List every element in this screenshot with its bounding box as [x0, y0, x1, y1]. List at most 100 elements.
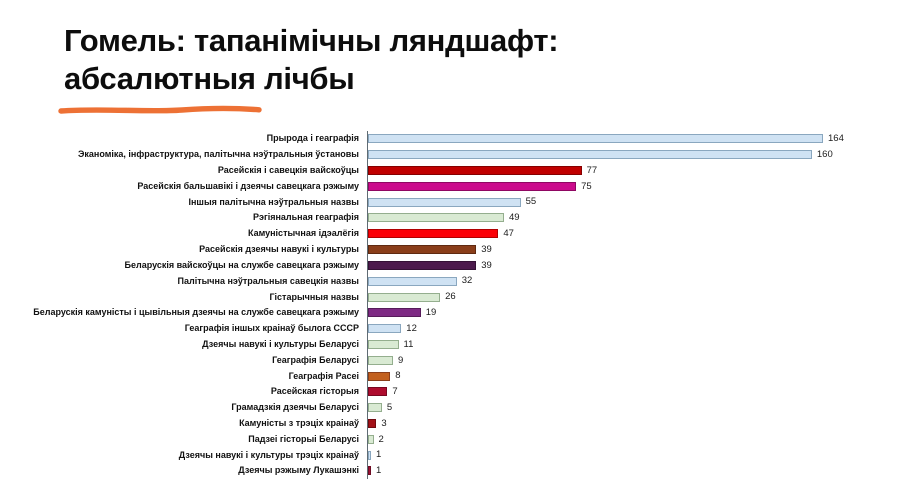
bar-row: Дзеячы рэжыму Лукашэнкі 1: [0, 463, 896, 479]
category-label: Расейскія і савецкія вайскоўцы: [217, 165, 359, 176]
category-label: Дзеячы навукі і культуры трэціх краінаў: [178, 449, 359, 460]
bar: [368, 197, 521, 207]
value-label: 5: [386, 401, 393, 413]
category-label: Грамадзкія дзеячы Беларусі: [231, 402, 359, 413]
bar: [368, 150, 812, 160]
value-label: 11: [403, 338, 414, 350]
bar: [368, 339, 399, 349]
bar-row: Грамадзкія дзеячы Беларусі 5: [0, 399, 896, 416]
bar-row: Гістарычныя назвы 26: [0, 289, 896, 305]
category-label: Камуністычная ідэалёгія: [247, 228, 359, 239]
value-label: 164: [828, 133, 844, 145]
value-label: 49: [508, 212, 520, 224]
bar: [368, 403, 382, 413]
page-title-line2: абсалютныя лічбы: [64, 61, 355, 96]
bar-row: Эканоміка, інфраструктура, палітычна нэў…: [0, 146, 896, 163]
bar: [368, 419, 377, 429]
title-underline-accent: [58, 105, 262, 114]
y-axis-and-bar-area: 7: [367, 384, 896, 400]
bar-row: Геаграфія Беларусі 9: [0, 352, 896, 369]
bar-row: Камуністы з трэціх краінаў 3: [0, 415, 896, 432]
bar-row: Рэгіянальная геаграфія 49: [0, 210, 896, 226]
value-label: 8: [395, 370, 401, 382]
y-axis-and-bar-area: 2: [367, 431, 896, 448]
bar-row: Прырода і геаграфія 164: [0, 131, 896, 147]
value-label: 75: [581, 180, 592, 192]
value-label: 160: [816, 148, 833, 160]
category-label: Эканоміка, інфраструктура, палітычна нэў…: [78, 149, 359, 160]
value-label: 77: [586, 164, 598, 176]
bar-row: Расейскія і савецкія вайскоўцы 77: [0, 162, 896, 179]
y-axis-and-bar-area: 12: [367, 320, 896, 337]
bar: [368, 245, 477, 255]
y-axis-and-bar-area: 19: [367, 304, 896, 321]
category-label: Расейскія дзеячы навукі і культуры: [199, 244, 359, 255]
y-axis-and-bar-area: 39: [367, 241, 896, 258]
value-label: 32: [461, 275, 473, 287]
bar-row: Дзеячы навукі і культуры трэціх краінаў 1: [0, 447, 896, 464]
category-label: Дзеячы рэжыму Лукашэнкі: [238, 465, 359, 476]
category-label: Іншыя палітычна нэўтральныя назвы: [188, 196, 360, 207]
category-label: Геаграфія Расеі: [288, 370, 359, 381]
bar: [368, 292, 441, 302]
category-label: Камуністы з трэціх краінаў: [239, 418, 359, 429]
value-label: 47: [503, 228, 514, 240]
bar-row: Беларускія вайскоўцы на службе савецкага…: [0, 257, 896, 274]
bar-row: Беларускія камуністы і цывільныя дзеячы …: [0, 304, 896, 321]
bar: [368, 308, 421, 318]
bar: [368, 450, 371, 460]
y-axis-and-bar-area: 3: [367, 415, 896, 432]
y-axis-and-bar-area: 26: [367, 289, 896, 305]
category-label: Прырода і геаграфія: [266, 133, 359, 144]
bar: [368, 371, 391, 381]
value-label: 39: [481, 243, 492, 255]
value-label: 39: [481, 259, 492, 271]
bar-row: Геаграфія іншых краінаў былога СССР 12: [0, 320, 896, 337]
value-label: 19: [425, 307, 437, 319]
value-label: 55: [525, 196, 537, 208]
value-label: 1: [376, 465, 382, 477]
y-axis-and-bar-area: 32: [367, 273, 896, 290]
value-label: 1: [376, 449, 382, 461]
bar: [368, 229, 499, 239]
category-label: Рэгіянальная геаграфія: [253, 212, 359, 223]
y-axis-and-bar-area: 1: [367, 447, 896, 464]
y-axis-and-bar-area: 8: [367, 368, 896, 384]
value-label: 2: [378, 433, 384, 445]
y-axis-and-bar-area: 160: [367, 146, 896, 163]
y-axis-and-bar-area: 9: [367, 352, 896, 369]
category-label: Дзеячы навукі і культуры Беларусі: [202, 338, 359, 349]
bar-row: Палітычна нэўтральныя савецкія назвы 32: [0, 273, 896, 290]
category-label: Гістарычныя назвы: [269, 291, 359, 302]
y-axis-and-bar-area: 47: [367, 225, 896, 242]
bar: [368, 134, 823, 144]
bar-row: Камуністычная ідэалёгія 47: [0, 225, 896, 242]
bar: [368, 260, 477, 270]
bar: [368, 324, 402, 334]
y-axis-and-bar-area: 5: [367, 399, 896, 416]
bar-row: Падзеі гісторыі Беларусі 2: [0, 431, 896, 448]
value-label: 12: [406, 322, 417, 334]
value-label: 7: [392, 386, 398, 398]
category-label: Геаграфія Беларусі: [272, 354, 359, 365]
category-label: Расейскія бальшавікі і дзеячы савецкага …: [137, 180, 359, 191]
bar: [368, 276, 457, 286]
category-label: Расейская гісторыя: [270, 386, 359, 397]
bar-row: Іншыя палітычна нэўтральныя назвы 55: [0, 194, 896, 211]
bar: [368, 166, 582, 176]
category-label: Падзеі гісторыі Беларусі: [248, 433, 359, 444]
bar: [368, 387, 388, 397]
bar: [368, 466, 371, 476]
value-label: 9: [397, 354, 404, 366]
y-axis-and-bar-area: 49: [367, 210, 896, 226]
bar-chart: Прырода і геаграфія 164 Эканоміка, інфраст…: [0, 131, 896, 479]
page-title-line1: Гомель: тапанімічны ляндшафт:: [64, 23, 559, 58]
y-axis-and-bar-area: 39: [367, 257, 896, 274]
bar: [368, 355, 393, 365]
y-axis-and-bar-area: 11: [367, 336, 896, 353]
value-label: 26: [445, 291, 456, 303]
page-title: Гомель: тапанімічны ляндшафт: абсалютныя…: [64, 22, 559, 98]
y-axis-and-bar-area: 55: [367, 194, 896, 211]
value-label: 3: [381, 417, 387, 429]
